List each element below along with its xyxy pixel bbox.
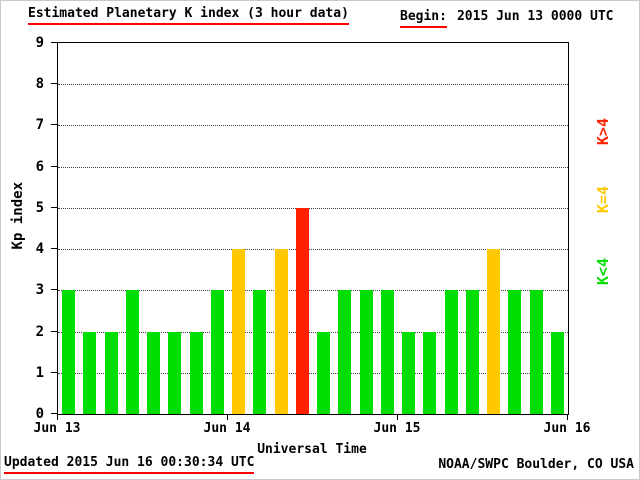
y-tick-label: 1 bbox=[35, 364, 44, 381]
y-tick-label: 4 bbox=[35, 241, 44, 258]
kp-chart-plot-area bbox=[57, 42, 569, 415]
x-tick-label: Jun 16 bbox=[543, 421, 591, 436]
y-tick-mark bbox=[51, 165, 57, 167]
y-tick-label: 5 bbox=[35, 199, 44, 216]
kp-bar bbox=[83, 331, 97, 414]
credit-text: NOAA/SWPC Boulder, CO USA bbox=[438, 457, 634, 472]
y-tick-mark bbox=[51, 371, 57, 373]
kp-bar bbox=[529, 290, 543, 414]
legend-k-gt-4: K>4 bbox=[594, 118, 612, 146]
kp-bar bbox=[465, 290, 479, 414]
x-tick-mark bbox=[397, 414, 398, 420]
y-tick-label: 7 bbox=[35, 117, 44, 134]
gridline bbox=[58, 249, 568, 251]
kp-bar bbox=[210, 290, 224, 414]
x-tick-mark bbox=[567, 414, 568, 420]
kp-bar bbox=[168, 331, 182, 414]
y-tick-mark bbox=[51, 289, 57, 291]
x-tick-mark bbox=[57, 414, 58, 420]
kp-bar bbox=[274, 249, 288, 414]
gridline bbox=[58, 166, 568, 168]
gridline bbox=[58, 207, 568, 209]
y-tick-mark bbox=[51, 330, 57, 332]
kp-bar bbox=[359, 290, 373, 414]
gridline bbox=[58, 331, 568, 333]
kp-bar bbox=[189, 331, 203, 414]
gridline bbox=[58, 125, 568, 127]
kp-bar bbox=[125, 290, 139, 414]
kp-bar bbox=[487, 249, 501, 414]
x-axis: Jun 13 Jun 14 Jun 15 Jun 16 bbox=[34, 414, 590, 444]
x-tick-mark bbox=[227, 414, 228, 420]
updated-timestamp: Updated 2015 Jun 16 00:30:34 UTC bbox=[4, 455, 255, 474]
x-tick-label: Jun 13 bbox=[33, 421, 81, 436]
kp-bar bbox=[317, 331, 331, 414]
y-tick-label: 9 bbox=[35, 35, 44, 51]
y-tick-mark bbox=[51, 248, 57, 250]
gridline bbox=[58, 290, 568, 292]
begin-time: Begin: 2015 Jun 13 0000 UTC bbox=[400, 9, 614, 28]
kp-bar bbox=[232, 249, 246, 414]
gridline bbox=[58, 84, 568, 86]
y-tick-mark bbox=[51, 413, 57, 414]
begin-value: 2015 Jun 13 0000 UTC bbox=[456, 9, 614, 24]
x-axis-title: Universal Time bbox=[257, 442, 367, 457]
kp-bar bbox=[253, 290, 267, 414]
kp-bar bbox=[295, 207, 309, 414]
y-tick-mark bbox=[51, 83, 57, 85]
y-tick-label: 2 bbox=[35, 323, 44, 340]
x-tick-label: Jun 15 bbox=[373, 421, 421, 436]
kp-bar bbox=[380, 290, 394, 414]
y-axis: 0 1 2 3 4 5 6 7 8 9 bbox=[0, 35, 57, 422]
y-tick-label: 3 bbox=[35, 282, 44, 299]
kp-bar bbox=[550, 331, 564, 414]
y-tick-label: 8 bbox=[35, 76, 44, 93]
legend-k-eq-4: K=4 bbox=[594, 186, 612, 214]
y-tick-label: 6 bbox=[35, 158, 44, 175]
y-tick-mark bbox=[51, 124, 57, 126]
kp-bar bbox=[508, 290, 522, 414]
y-tick-mark bbox=[51, 206, 57, 208]
legend-k-lt-4: K<4 bbox=[594, 258, 612, 286]
kp-bar bbox=[423, 331, 437, 414]
kp-bar bbox=[338, 290, 352, 414]
y-tick-label: 0 bbox=[35, 406, 44, 422]
gridline bbox=[58, 372, 568, 374]
x-tick-label: Jun 14 bbox=[203, 421, 251, 436]
begin-label: Begin: bbox=[400, 9, 447, 28]
kp-bar bbox=[444, 290, 458, 414]
color-legend: K>4 K=4 K<4 bbox=[594, 0, 624, 420]
kp-bar bbox=[62, 290, 76, 414]
kp-bar bbox=[402, 331, 416, 414]
chart-title: Estimated Planetary K index (3 hour data… bbox=[28, 6, 349, 25]
y-tick-mark bbox=[51, 42, 57, 43]
kp-bar bbox=[147, 331, 161, 414]
kp-bar bbox=[104, 331, 118, 414]
